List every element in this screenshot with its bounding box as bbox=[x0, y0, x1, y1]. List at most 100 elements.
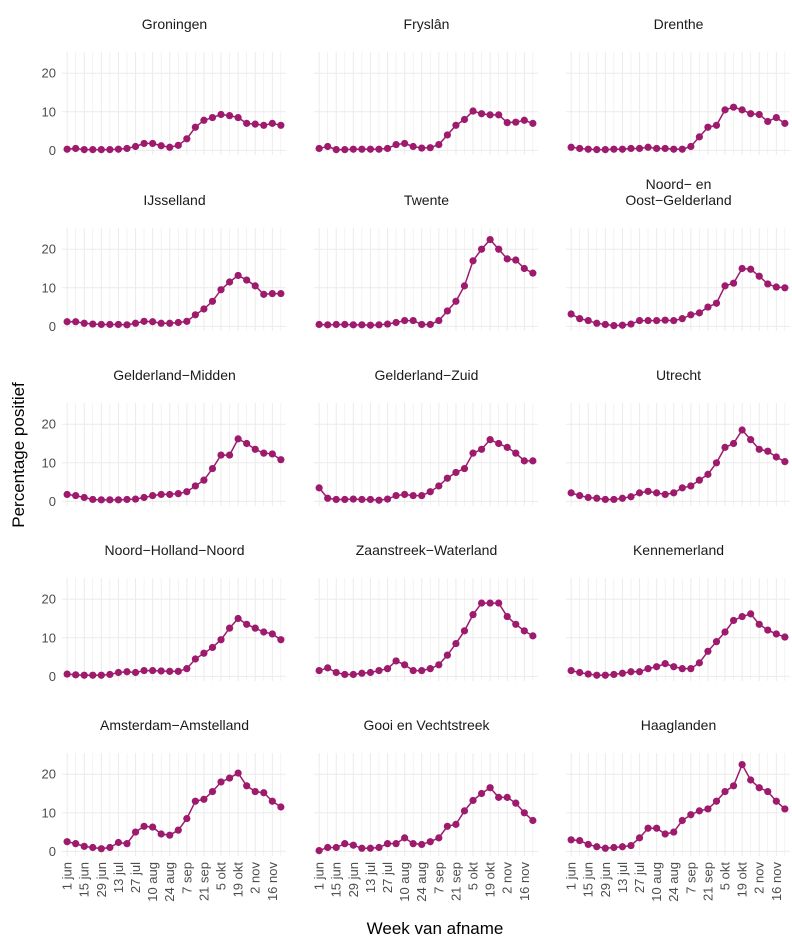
point bbox=[140, 317, 148, 325]
point bbox=[225, 112, 234, 120]
point bbox=[174, 826, 182, 834]
point bbox=[477, 445, 486, 453]
point bbox=[781, 633, 789, 641]
point bbox=[426, 838, 434, 846]
point bbox=[349, 145, 357, 153]
x-tick-label: 16 nov bbox=[517, 862, 532, 902]
point bbox=[601, 495, 609, 504]
point bbox=[114, 320, 123, 329]
point bbox=[260, 290, 268, 298]
point bbox=[366, 495, 375, 504]
point bbox=[332, 843, 340, 852]
point bbox=[349, 321, 357, 329]
point bbox=[644, 487, 652, 495]
point bbox=[315, 484, 323, 492]
point bbox=[721, 282, 729, 290]
point bbox=[729, 439, 738, 448]
point bbox=[106, 670, 114, 679]
y-tick-label: 0 bbox=[49, 669, 56, 684]
point bbox=[503, 793, 511, 801]
point bbox=[140, 666, 148, 675]
point bbox=[315, 846, 323, 855]
point bbox=[627, 320, 635, 328]
point bbox=[764, 787, 772, 796]
y-tick-label: 0 bbox=[49, 494, 56, 509]
point bbox=[225, 278, 234, 286]
point bbox=[627, 668, 635, 676]
x-tick-label: 24 aug bbox=[162, 862, 177, 902]
point bbox=[366, 321, 375, 329]
point bbox=[610, 670, 618, 679]
point bbox=[729, 782, 738, 790]
point bbox=[512, 620, 520, 628]
point bbox=[268, 119, 276, 127]
x-tick-label: 10 aug bbox=[397, 862, 412, 902]
point bbox=[251, 282, 259, 290]
point bbox=[772, 797, 780, 805]
point bbox=[63, 318, 71, 326]
point bbox=[653, 824, 661, 832]
point bbox=[409, 666, 417, 675]
point bbox=[234, 435, 242, 443]
point bbox=[208, 787, 217, 796]
point bbox=[409, 142, 417, 151]
point bbox=[721, 787, 729, 796]
point bbox=[610, 843, 618, 852]
point bbox=[251, 624, 259, 632]
point bbox=[174, 318, 182, 327]
point bbox=[89, 145, 97, 154]
panel-title: Amsterdam−Amstelland bbox=[99, 717, 249, 733]
point bbox=[772, 283, 780, 291]
point bbox=[712, 121, 721, 129]
point bbox=[268, 630, 276, 638]
point bbox=[140, 822, 148, 830]
point bbox=[644, 824, 652, 832]
y-tick-label: 10 bbox=[42, 630, 56, 645]
point bbox=[469, 796, 477, 805]
point bbox=[635, 144, 644, 153]
point bbox=[601, 145, 609, 154]
point bbox=[738, 106, 746, 114]
x-tick-label: 2 nov bbox=[752, 862, 767, 894]
point bbox=[512, 799, 520, 807]
y-tick-label: 10 bbox=[42, 455, 56, 470]
x-tick-label: 29 jun bbox=[346, 862, 361, 897]
panel-title: Haaglanden bbox=[640, 717, 717, 733]
x-tick-label: 27 jul bbox=[128, 862, 143, 893]
point bbox=[208, 464, 217, 473]
point bbox=[721, 106, 729, 114]
point bbox=[114, 838, 123, 847]
point bbox=[452, 121, 460, 129]
x-tick-label: 2 nov bbox=[500, 862, 515, 894]
x-tick-label: 19 okt bbox=[231, 862, 246, 898]
point bbox=[529, 269, 537, 277]
point bbox=[332, 145, 340, 154]
point bbox=[627, 841, 635, 850]
y-tick-label: 0 bbox=[49, 143, 56, 158]
point bbox=[217, 110, 225, 119]
point bbox=[495, 245, 503, 253]
point bbox=[260, 449, 268, 457]
point bbox=[721, 628, 729, 636]
point bbox=[72, 840, 80, 848]
point bbox=[89, 495, 97, 504]
point bbox=[704, 123, 712, 131]
y-tick-label: 20 bbox=[42, 242, 56, 257]
x-tick-label: 27 jul bbox=[380, 862, 395, 893]
point bbox=[435, 834, 443, 842]
point bbox=[747, 265, 755, 273]
x-tick-label: 1 jun bbox=[60, 862, 75, 890]
point bbox=[670, 316, 678, 325]
point bbox=[392, 491, 400, 500]
point bbox=[695, 807, 703, 815]
point bbox=[486, 436, 494, 444]
panel-title: Drenthe bbox=[653, 16, 704, 32]
x-tick-label: 24 aug bbox=[414, 862, 429, 902]
point bbox=[123, 144, 131, 153]
point bbox=[392, 657, 400, 665]
point bbox=[208, 113, 217, 122]
point bbox=[452, 468, 460, 477]
point bbox=[80, 493, 88, 502]
